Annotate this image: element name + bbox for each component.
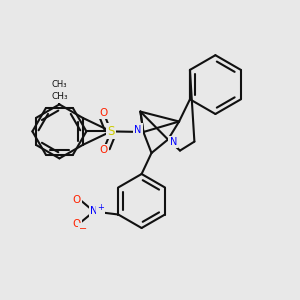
Text: CH₃: CH₃ (52, 80, 67, 89)
Text: CH₃: CH₃ (51, 92, 68, 101)
Text: N: N (170, 137, 177, 147)
Text: −: − (79, 224, 88, 234)
Text: +: + (97, 203, 104, 212)
Text: O: O (99, 107, 108, 118)
Text: O: O (73, 195, 81, 205)
Text: O: O (99, 145, 108, 155)
Text: N: N (90, 206, 98, 217)
Text: S: S (107, 125, 115, 138)
Text: O: O (73, 219, 81, 229)
Text: N: N (134, 124, 142, 135)
